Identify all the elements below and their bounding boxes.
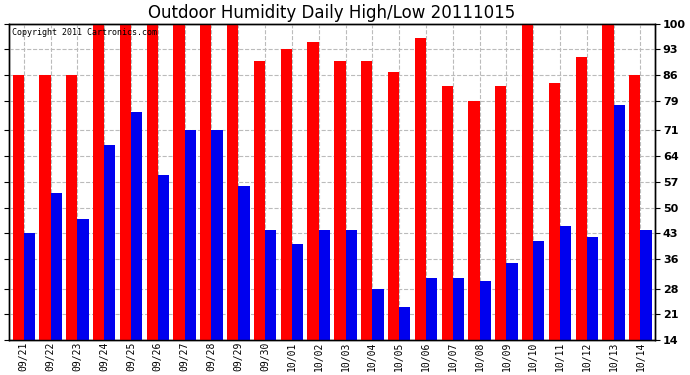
Bar <box>629 75 640 340</box>
Bar <box>77 219 88 340</box>
Bar <box>640 230 652 340</box>
Bar <box>549 82 560 340</box>
Bar <box>453 278 464 340</box>
Bar <box>158 174 169 340</box>
Bar <box>469 101 480 340</box>
Title: Outdoor Humidity Daily High/Low 20111015: Outdoor Humidity Daily High/Low 20111015 <box>148 4 515 22</box>
Bar <box>227 24 238 340</box>
Bar <box>12 75 23 340</box>
Bar <box>415 38 426 340</box>
Bar <box>254 60 265 340</box>
Bar <box>292 244 303 340</box>
Bar <box>560 226 571 340</box>
Bar <box>23 233 35 340</box>
Bar <box>426 278 437 340</box>
Bar <box>334 60 346 340</box>
Bar <box>442 86 453 340</box>
Bar <box>613 105 625 340</box>
Bar <box>265 230 276 340</box>
Bar <box>388 72 399 340</box>
Bar <box>586 237 598 340</box>
Bar <box>281 50 292 340</box>
Bar <box>602 24 613 340</box>
Bar <box>308 42 319 340</box>
Bar <box>319 230 330 340</box>
Bar <box>522 24 533 340</box>
Bar <box>495 86 506 340</box>
Bar <box>346 230 357 340</box>
Bar <box>200 24 211 340</box>
Bar <box>50 193 62 340</box>
Text: Copyright 2011 Cartronics.com: Copyright 2011 Cartronics.com <box>12 28 157 38</box>
Bar <box>361 60 373 340</box>
Bar <box>211 130 223 340</box>
Bar <box>66 75 77 340</box>
Bar <box>146 24 158 340</box>
Bar <box>575 57 586 340</box>
Bar <box>185 130 196 340</box>
Bar <box>104 145 115 340</box>
Bar <box>93 24 104 340</box>
Bar <box>39 75 50 340</box>
Bar <box>173 24 185 340</box>
Bar <box>399 307 411 340</box>
Bar <box>533 241 544 340</box>
Bar <box>238 186 250 340</box>
Bar <box>131 112 142 340</box>
Bar <box>506 263 518 340</box>
Bar <box>480 281 491 340</box>
Bar <box>373 289 384 340</box>
Bar <box>120 24 131 340</box>
